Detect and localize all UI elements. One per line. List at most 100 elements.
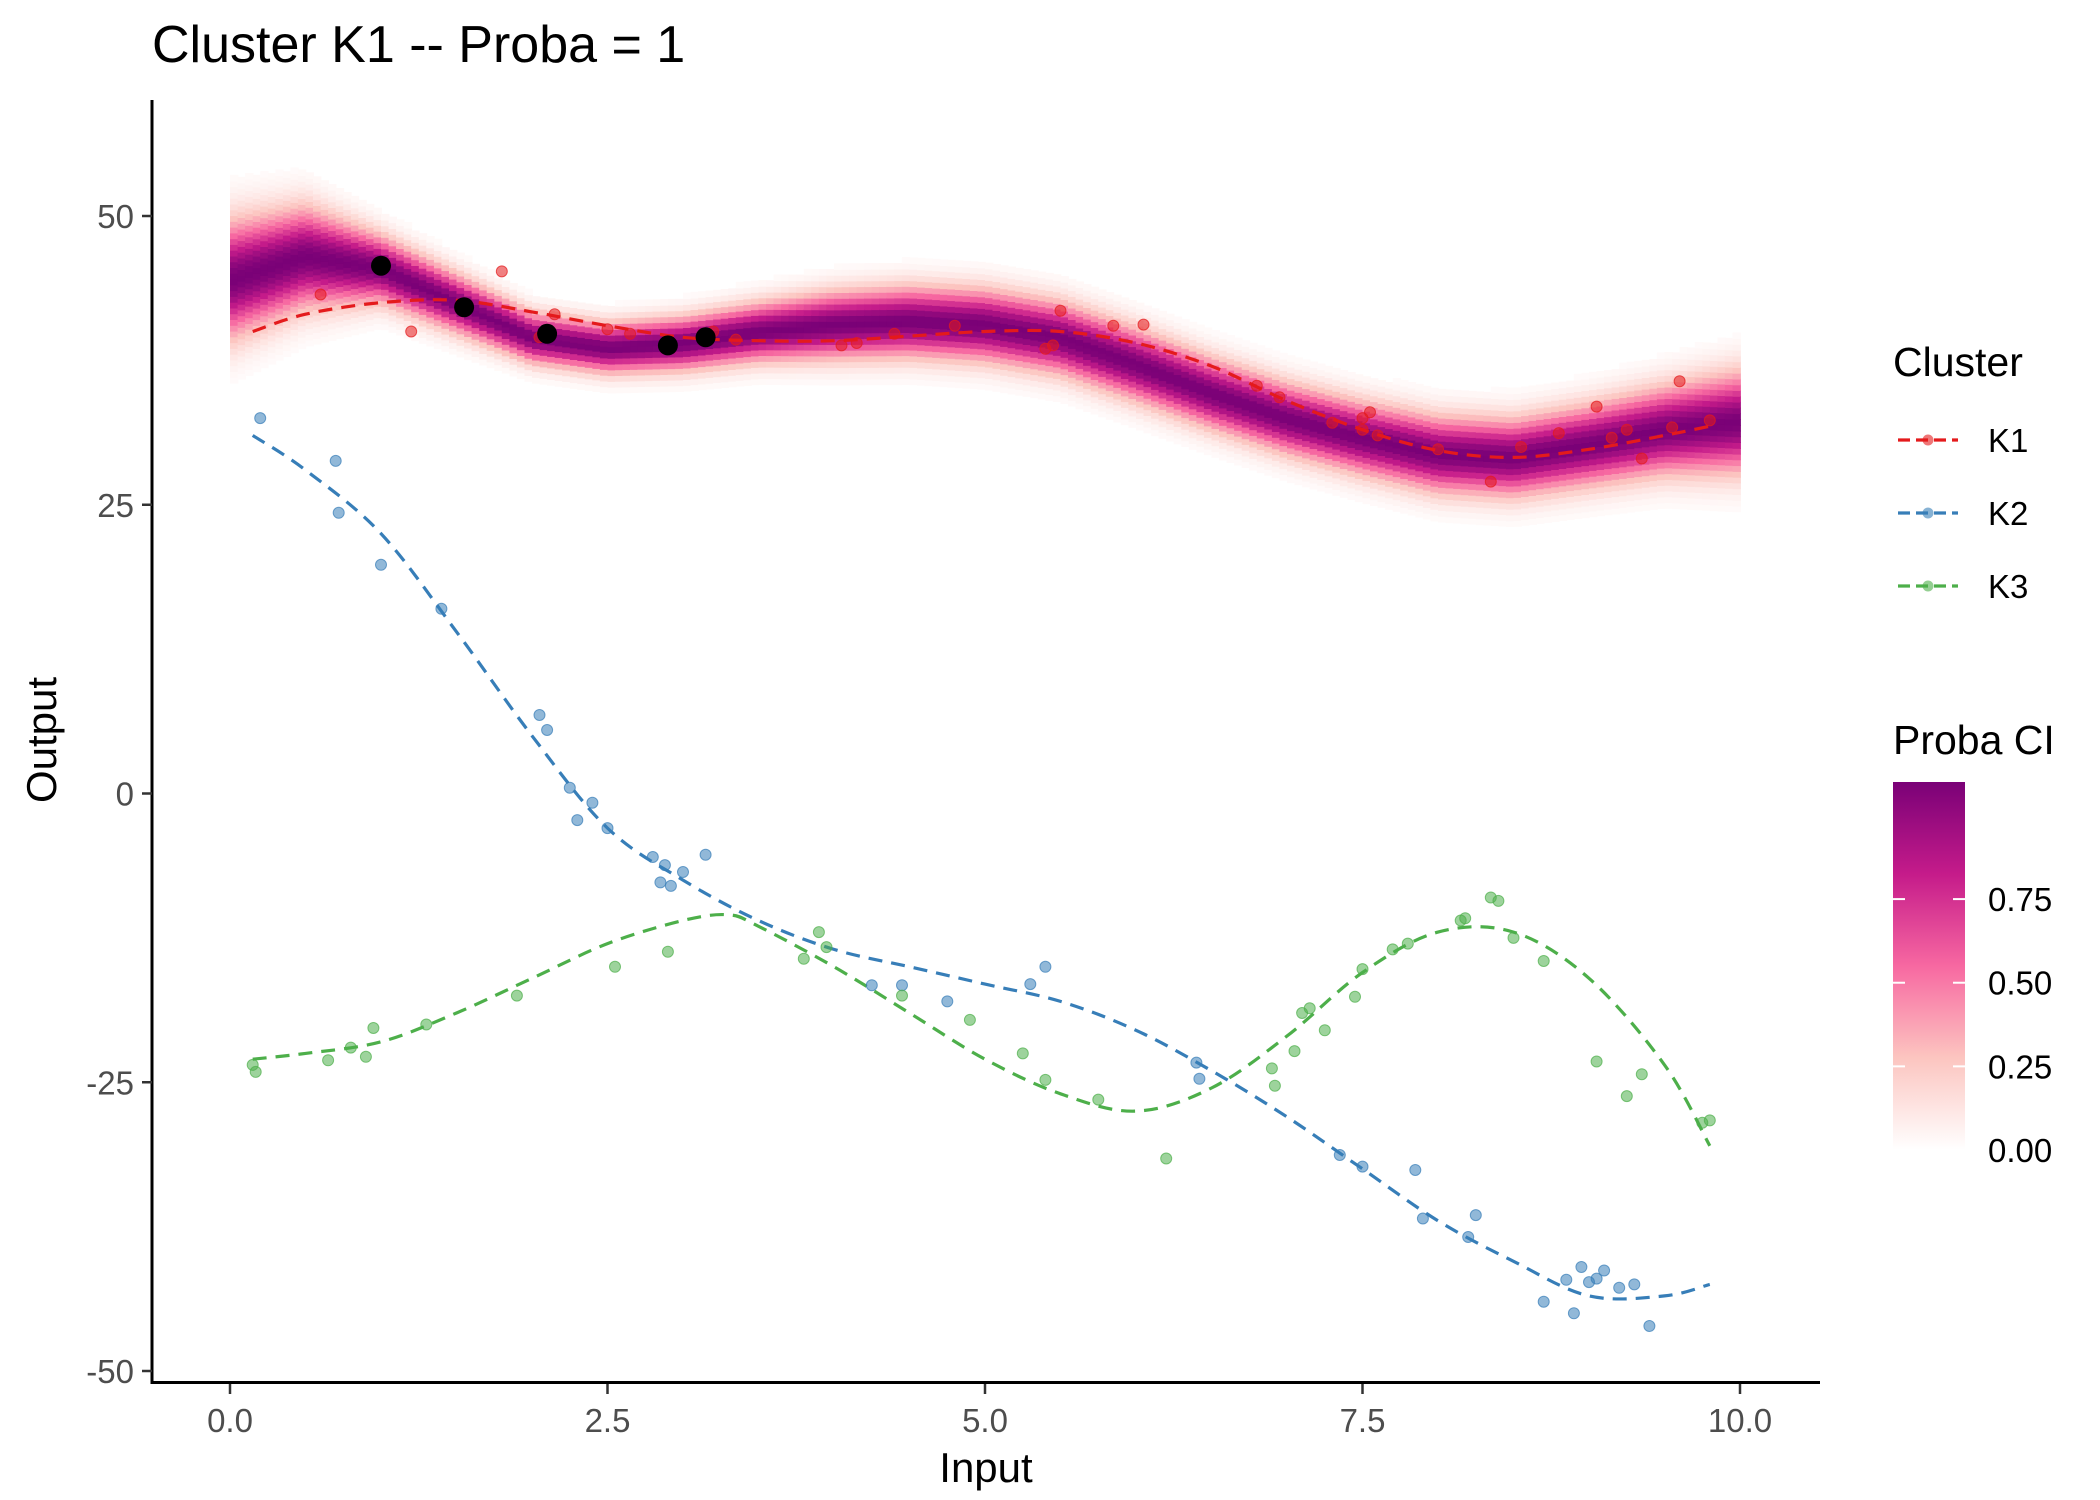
ci-cell	[750, 309, 760, 316]
ci-cell	[516, 355, 526, 362]
ci-cell	[320, 255, 329, 262]
ci-cell	[1332, 391, 1341, 398]
ci-cell	[1030, 368, 1039, 376]
ci-cell	[358, 298, 367, 305]
ci-cell	[1158, 391, 1167, 399]
ci-cell	[1656, 369, 1666, 377]
ci-cell	[1211, 416, 1220, 424]
ci-cell	[1407, 428, 1417, 435]
ci-cell	[1022, 303, 1032, 311]
ci-cell	[1347, 389, 1356, 396]
ci-cell	[1083, 284, 1092, 291]
ci-cell	[1000, 357, 1009, 365]
ci-cell	[1302, 480, 1311, 488]
ci-cell	[1589, 452, 1598, 460]
ci-cell	[1505, 508, 1515, 516]
ci-cell	[1226, 439, 1235, 446]
ci-cell	[313, 245, 322, 253]
ci-cell	[1430, 462, 1439, 470]
ci-cell	[886, 286, 896, 293]
ci-cell	[1528, 449, 1537, 456]
ci-cell	[456, 252, 465, 260]
ci-cell	[1664, 375, 1673, 382]
ci-cell	[1656, 479, 1666, 486]
ci-cell	[1347, 453, 1356, 460]
ci-cell	[1445, 412, 1454, 420]
ci-cell	[343, 215, 352, 222]
ci-cell	[267, 340, 277, 348]
data-point-k1	[948, 319, 961, 332]
ci-cell	[1732, 378, 1741, 386]
ci-cell	[1483, 495, 1492, 503]
ci-cell	[1400, 414, 1409, 422]
ci-cell	[1037, 306, 1047, 313]
ci-cell	[1528, 391, 1537, 398]
ci-cell	[917, 367, 926, 375]
data-point-k3	[896, 989, 908, 1002]
ci-cell	[290, 196, 299, 203]
ci-cell	[1521, 461, 1530, 469]
ci-cell	[1339, 433, 1349, 441]
ci-cell	[230, 232, 239, 240]
ci-cell	[1604, 468, 1613, 475]
ci-cell	[1589, 412, 1598, 419]
ci-cell	[1060, 281, 1069, 289]
ci-cell	[245, 328, 254, 336]
ci-cell	[992, 356, 1001, 363]
ci-cell	[1415, 401, 1424, 408]
ci-cell	[1113, 312, 1122, 319]
ci-cell	[260, 188, 269, 196]
data-point-k2	[1567, 1307, 1580, 1320]
ci-cell	[577, 377, 586, 385]
ci-cell	[1098, 376, 1107, 383]
ci-cell	[1438, 406, 1447, 413]
ci-cell	[735, 293, 745, 300]
ci-cell	[1083, 330, 1092, 337]
ci-cell	[705, 365, 714, 373]
ci-cell	[630, 317, 639, 324]
ci-cell	[577, 342, 586, 350]
ci-cell	[1438, 464, 1447, 471]
ci-cell	[1430, 457, 1439, 464]
ci-cell	[418, 308, 428, 315]
ci-cell	[1045, 290, 1054, 297]
ci-cell	[1075, 373, 1084, 381]
ci-cell	[388, 233, 397, 241]
ci-cell	[1203, 402, 1213, 409]
ci-cell	[237, 251, 246, 259]
ci-cell	[947, 358, 956, 365]
ci-cell	[1724, 459, 1734, 466]
ci-cell	[720, 341, 730, 348]
ci-cell	[1664, 479, 1673, 486]
ci-cell	[796, 286, 805, 293]
ci-cell	[1589, 441, 1598, 448]
ci-cell	[1120, 326, 1130, 333]
ci-cell	[328, 299, 337, 307]
ci-cell	[1422, 484, 1432, 491]
ci-cell	[1181, 434, 1190, 442]
ci-cell	[350, 201, 360, 209]
ci-cell	[599, 374, 609, 382]
ci-cell	[456, 350, 465, 358]
ci-cell	[373, 236, 382, 244]
ci-cell	[947, 294, 956, 302]
ci-cell	[1641, 417, 1651, 425]
ci-cell	[1324, 400, 1334, 407]
ci-cell	[1536, 488, 1545, 495]
ci-cell	[1490, 398, 1500, 405]
ci-cell	[1158, 432, 1167, 439]
ci-cell	[282, 246, 292, 253]
ci-cell	[1453, 482, 1462, 489]
ci-cell	[637, 368, 647, 376]
ci-cell	[282, 188, 292, 196]
ci-cell	[373, 305, 382, 313]
ci-cell	[766, 349, 775, 357]
ci-cell	[1302, 428, 1311, 436]
ci-cell	[652, 316, 662, 324]
ci-cell	[909, 344, 918, 351]
ci-cell	[275, 192, 284, 199]
ci-cell	[479, 358, 488, 366]
ci-cell	[1362, 376, 1371, 383]
ci-cell	[1664, 398, 1673, 405]
